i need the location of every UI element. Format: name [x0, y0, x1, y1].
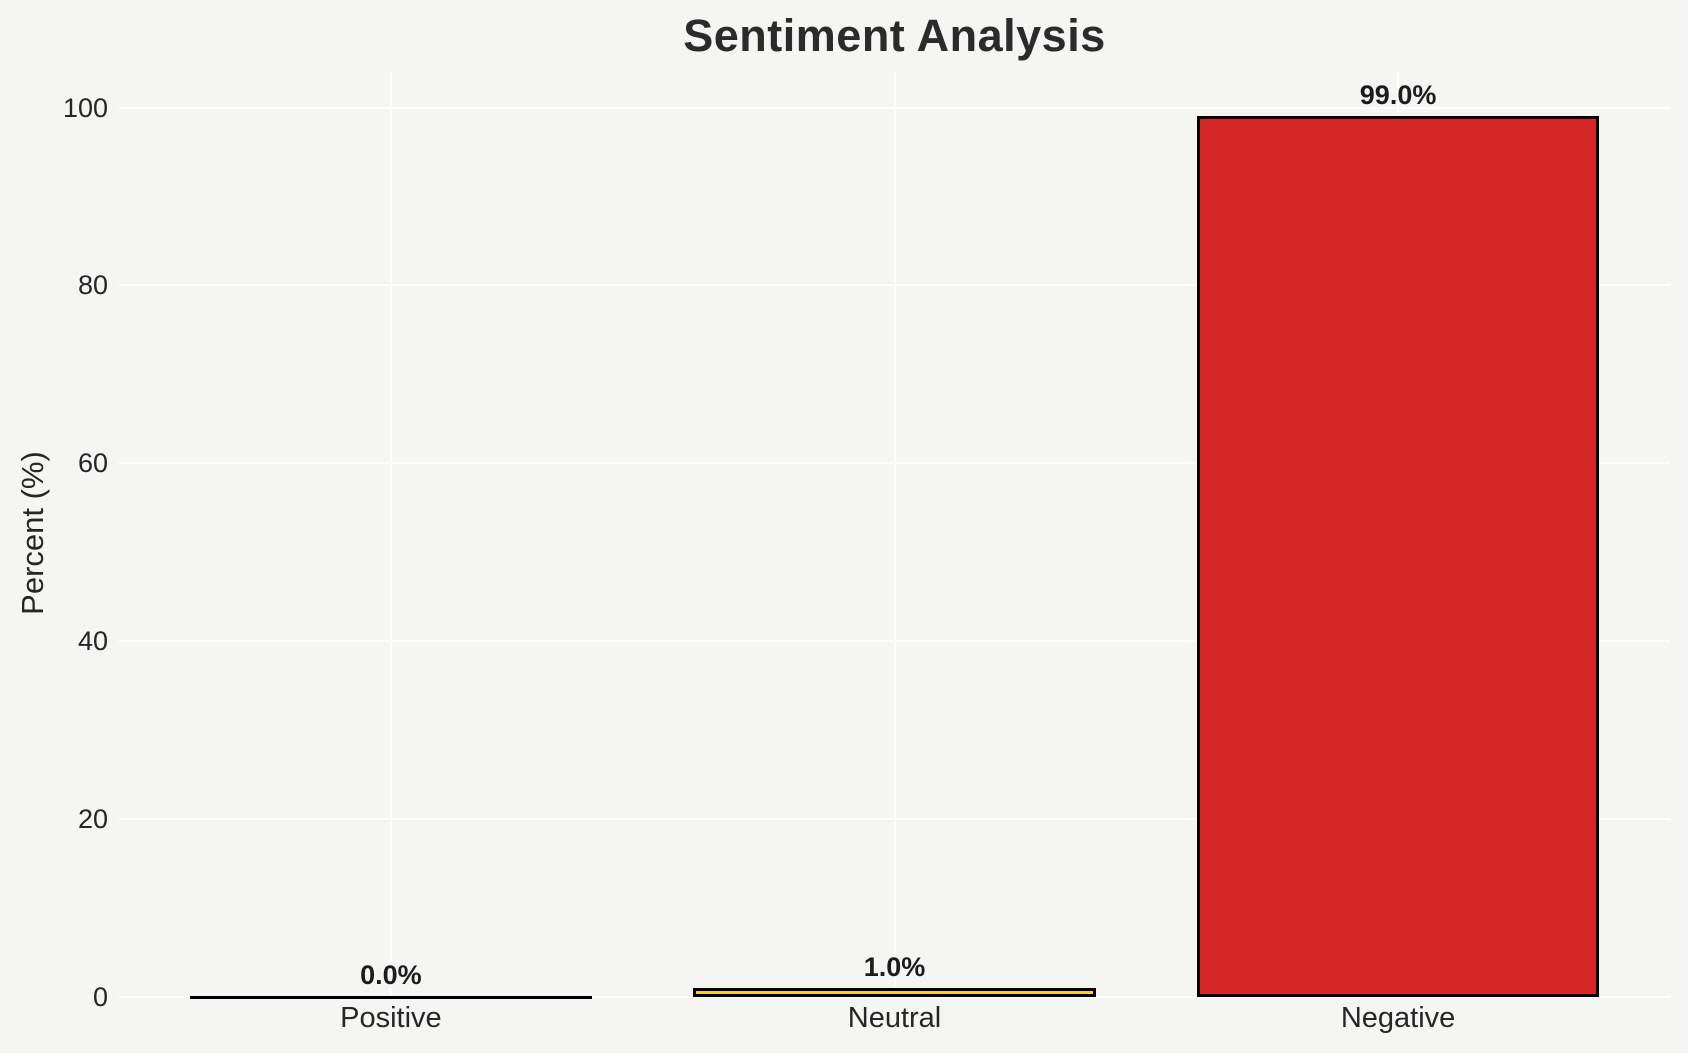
x-tick-label-positive: Positive [340, 1002, 442, 1034]
y-gridline [119, 996, 1670, 998]
chart-title: Sentiment Analysis [683, 10, 1106, 61]
bar-positive [189, 995, 593, 999]
y-tick-label: 20 [77, 804, 108, 835]
y-tick-label: 60 [77, 448, 108, 479]
y-tick-label: 80 [77, 270, 108, 301]
x-gridline [389, 72, 392, 997]
x-gridline [893, 72, 896, 997]
x-tick-label-negative: Negative [1340, 1002, 1456, 1034]
bar-neutral [693, 988, 1096, 997]
bar-negative [1196, 116, 1600, 997]
bar-value-label: 1.0% [863, 952, 926, 983]
bar-value-label: 0.0% [360, 959, 422, 990]
y-tick-label: 0 [92, 982, 108, 1012]
plot-area [119, 72, 1670, 999]
y-tick-label: 100 [62, 92, 108, 123]
x-tick-label-neutral: Neutral [847, 1002, 942, 1034]
bar-value-label: 99.0% [1359, 80, 1437, 111]
y-tick-label: 40 [77, 626, 108, 657]
